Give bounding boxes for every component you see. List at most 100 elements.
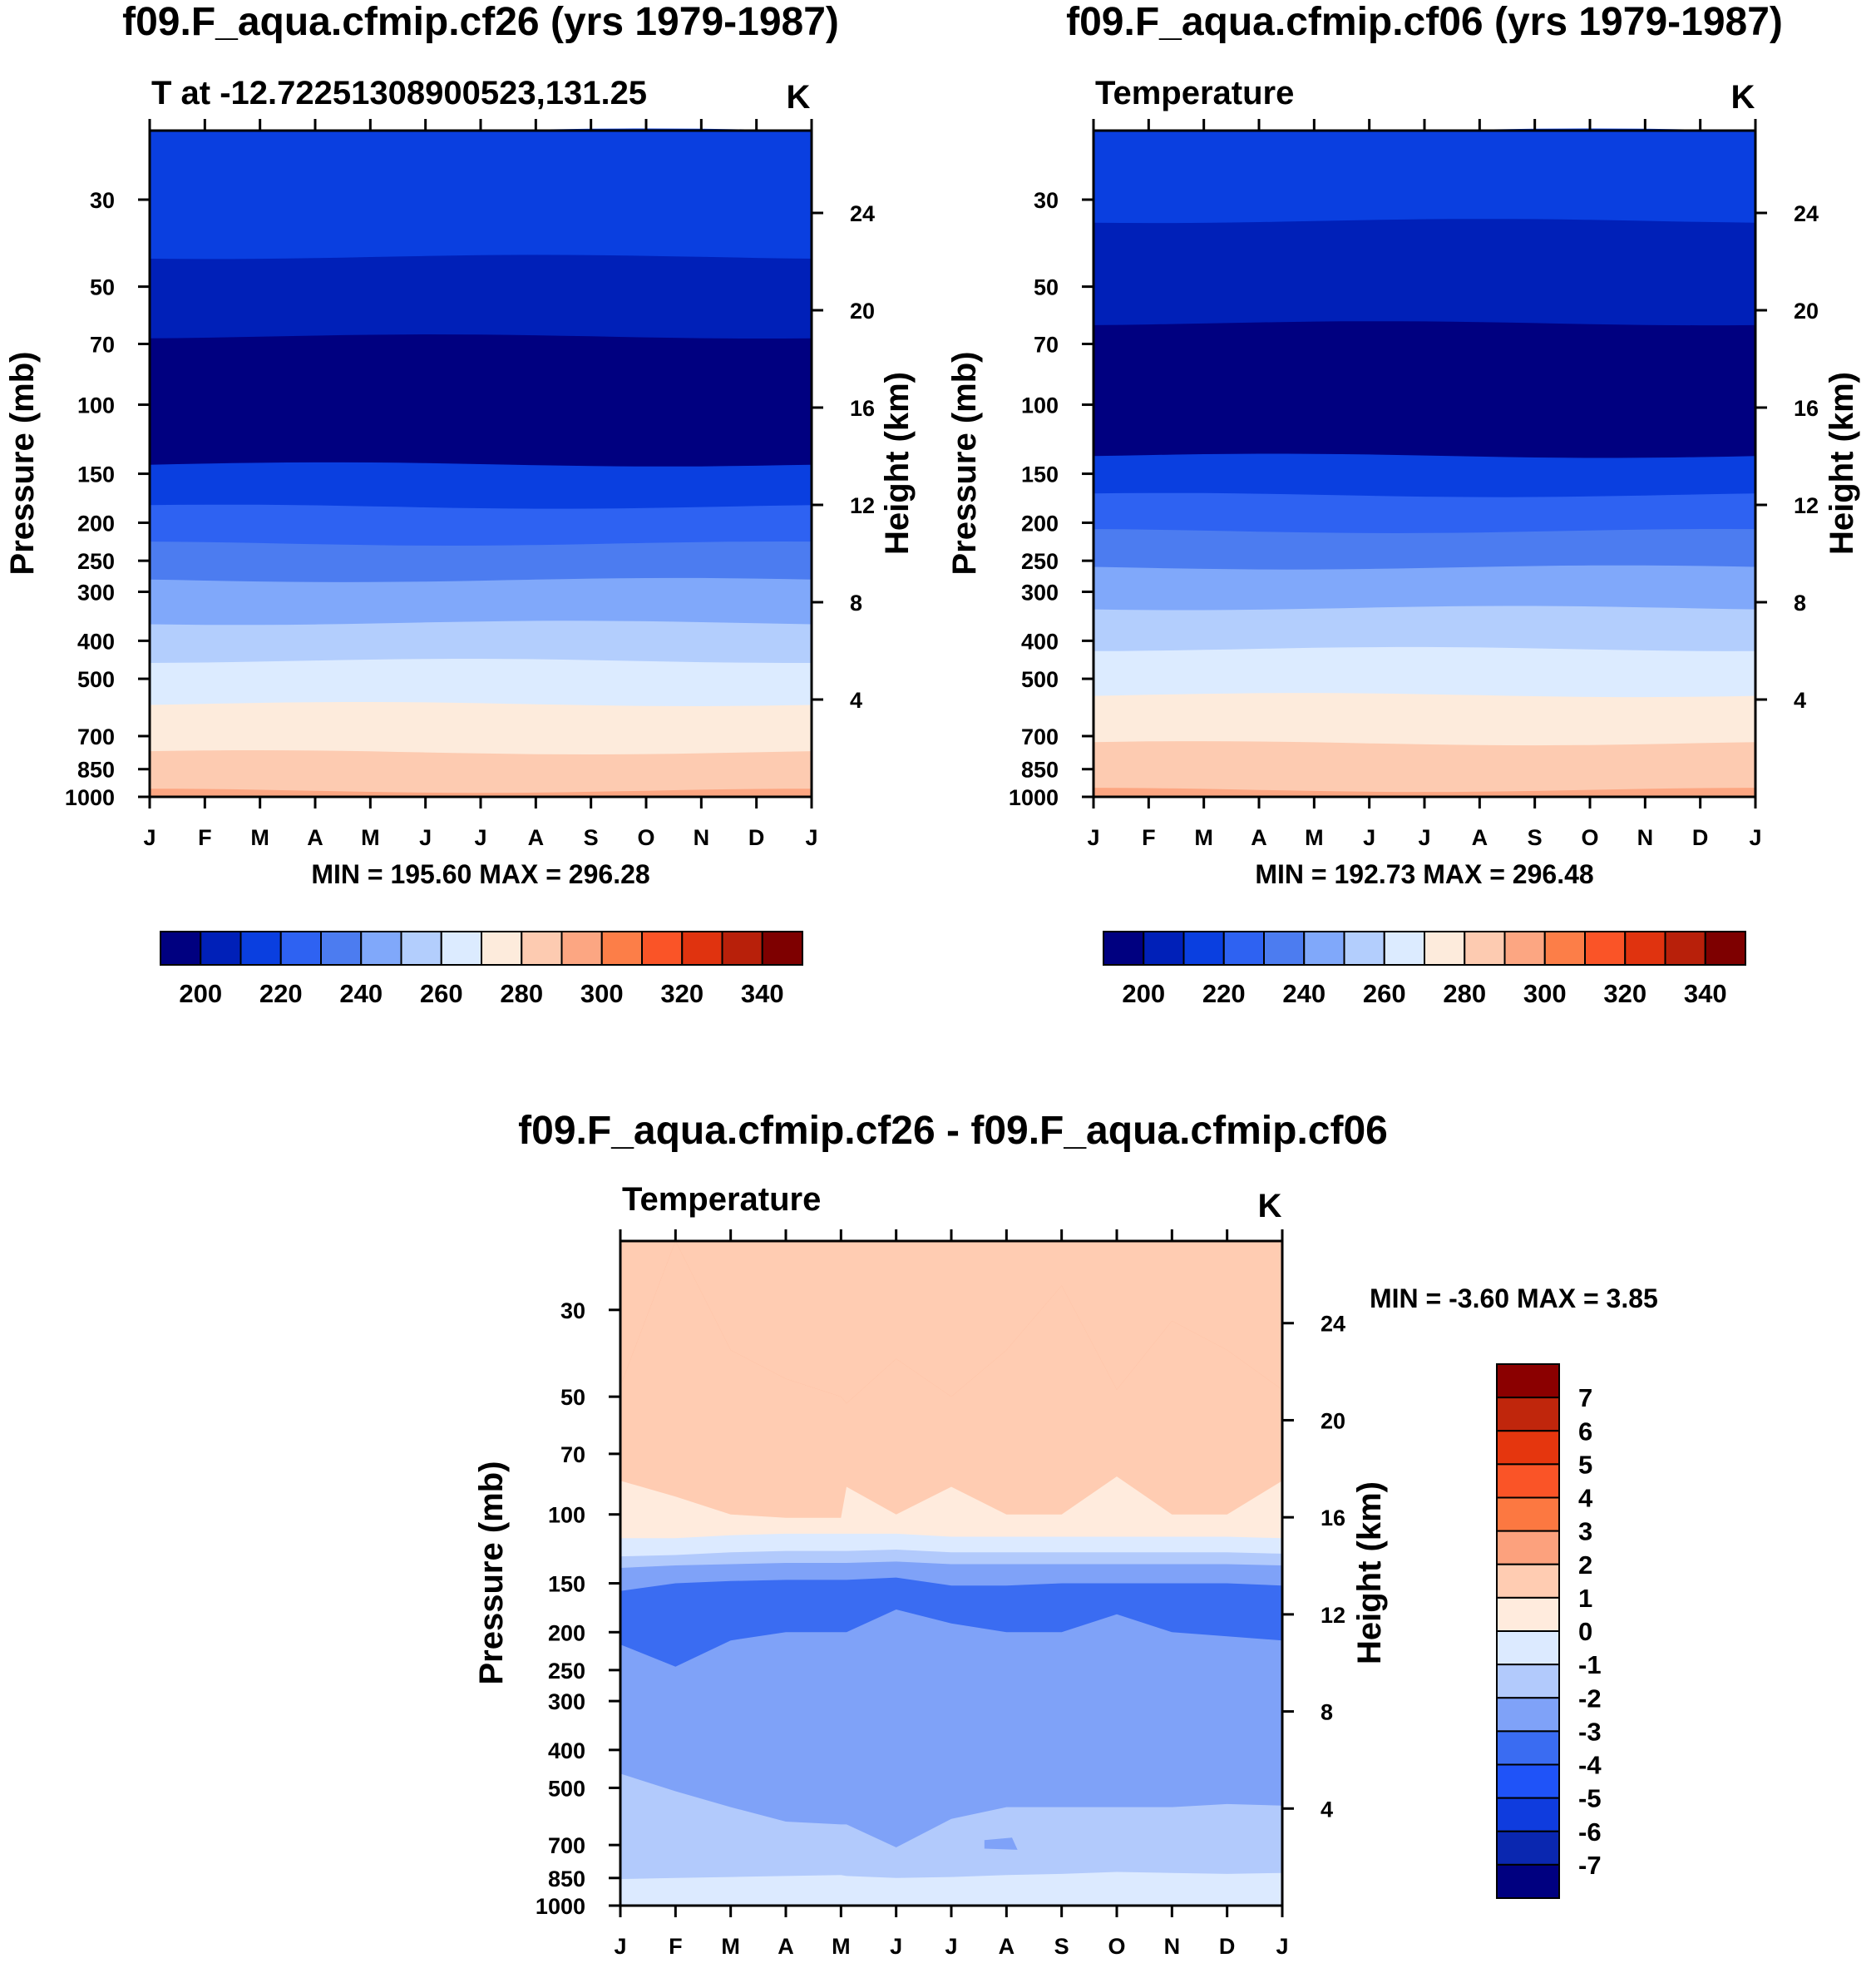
colorbar-box xyxy=(521,931,563,966)
colorbar-label: 320 xyxy=(660,979,704,1008)
colorbar-box xyxy=(1664,931,1706,966)
colorbar-label: 340 xyxy=(1684,979,1727,1008)
height-tick-label: 20 xyxy=(1321,1408,1345,1433)
y-tick-label: 150 xyxy=(1021,462,1059,487)
colorbar-box xyxy=(1343,931,1385,966)
contour-band xyxy=(620,1241,1282,1404)
y-tick-label: 100 xyxy=(77,393,115,418)
y-tick-label: 30 xyxy=(1034,188,1059,213)
y-tick-label: 200 xyxy=(548,1620,585,1645)
x-tick-label: M xyxy=(1305,825,1324,850)
height-tick-label: 16 xyxy=(850,396,875,421)
x-tick-label: J xyxy=(1087,825,1099,850)
x-tick-label: O xyxy=(1581,825,1598,850)
x-tick-label: J xyxy=(474,825,486,850)
colorbar-label: 7 xyxy=(1578,1383,1592,1412)
x-tick-label: J xyxy=(890,1934,902,1959)
height-tick-label: 20 xyxy=(850,299,875,324)
x-tick-label: M xyxy=(361,825,380,850)
colorbar-label: 200 xyxy=(1122,979,1165,1008)
x-tick-label: J xyxy=(1276,1934,1288,1959)
x-tick-label: M xyxy=(250,825,269,850)
colorbar-label: 6 xyxy=(1578,1417,1592,1446)
y-tick-label: 50 xyxy=(560,1385,585,1410)
colorbar-box xyxy=(1496,1496,1560,1532)
y-tick-label: 850 xyxy=(77,758,115,783)
units-label: K xyxy=(787,79,811,116)
x-tick-label: J xyxy=(143,825,156,850)
colorbar-box xyxy=(1624,931,1666,966)
contour-band xyxy=(150,789,812,797)
y-tick-label: 250 xyxy=(77,549,115,574)
colorbar-box xyxy=(1496,1563,1560,1599)
y-tick-label: 700 xyxy=(548,1833,585,1858)
x-tick-label: A xyxy=(1472,825,1488,850)
colorbar-box xyxy=(481,931,523,966)
panel-1 xyxy=(138,119,823,966)
colorbar-label: 1 xyxy=(1578,1584,1592,1613)
colorbar-box xyxy=(200,931,242,966)
colorbar-box xyxy=(1496,1363,1560,1399)
y-tick-label: 400 xyxy=(77,629,115,654)
height-tick-label: 8 xyxy=(1794,591,1806,616)
y-tick-label: 150 xyxy=(77,462,115,487)
x-tick-label: D xyxy=(1692,825,1709,850)
colorbar-box xyxy=(1263,931,1306,966)
colorbar-box xyxy=(1143,931,1185,966)
height-tick-label: 12 xyxy=(1794,493,1819,518)
panel-2 xyxy=(1082,119,1767,966)
min-max-label: MIN = -3.60 MAX = 3.85 xyxy=(1370,1283,1658,1313)
y-tick-label: 70 xyxy=(560,1442,585,1467)
colorbar-box xyxy=(1496,1763,1560,1799)
x-tick-label: N xyxy=(694,825,710,850)
colorbar-box xyxy=(1496,1397,1560,1432)
y-tick-label: 700 xyxy=(1021,724,1059,749)
height-tick-label: 12 xyxy=(850,493,875,518)
colorbar-box xyxy=(1496,1430,1560,1466)
colorbar-box xyxy=(721,931,763,966)
colorbar-box xyxy=(279,931,322,966)
x-tick-label: J xyxy=(1363,825,1375,850)
colorbar-box xyxy=(239,931,282,966)
y-axis-label: Pressure (mb) xyxy=(4,352,41,576)
colorbar-label: 3 xyxy=(1578,1517,1592,1546)
chart-subtitle: T at -12.72251308900523,131.25 xyxy=(151,75,647,111)
colorbar-box xyxy=(641,931,684,966)
colorbar-label: 280 xyxy=(1443,979,1486,1008)
height-tick-label: 16 xyxy=(1794,396,1819,421)
y-tick-label: 250 xyxy=(548,1659,585,1684)
colorbar-box xyxy=(1496,1830,1560,1866)
contour-patch xyxy=(984,1837,1018,1850)
y-tick-label: 100 xyxy=(1021,393,1059,418)
y2-axis-label: Height (km) xyxy=(1824,372,1860,555)
colorbar-box xyxy=(1503,931,1546,966)
colorbar-box xyxy=(1496,1697,1560,1733)
colorbar-label: 300 xyxy=(1523,979,1567,1008)
height-tick-label: 4 xyxy=(1794,688,1806,713)
y-axis-label: Pressure (mb) xyxy=(946,352,983,576)
colorbar-box xyxy=(681,931,723,966)
colorbar-box xyxy=(400,931,442,966)
y-axis-label: Pressure (mb) xyxy=(473,1461,510,1685)
x-tick-label: M xyxy=(721,1934,740,1959)
contour-band xyxy=(1094,741,1755,797)
colorbar-label: 280 xyxy=(500,979,543,1008)
colorbar-box xyxy=(761,931,803,966)
height-tick-label: 8 xyxy=(850,591,862,616)
x-tick-label: N xyxy=(1164,1934,1181,1959)
y2-axis-label: Height (km) xyxy=(1351,1481,1388,1664)
x-tick-label: O xyxy=(637,825,654,850)
x-tick-label: M xyxy=(832,1934,851,1959)
colorbar-label: 340 xyxy=(741,979,784,1008)
colorbar-box xyxy=(1496,1664,1560,1699)
panel-3 xyxy=(609,1229,1560,1917)
x-tick-label: F xyxy=(198,825,212,850)
height-tick-label: 24 xyxy=(1321,1312,1345,1337)
colorbar-label: 220 xyxy=(259,979,303,1008)
colorbar-label: -7 xyxy=(1578,1851,1602,1880)
y-tick-label: 500 xyxy=(1021,667,1059,692)
colorbar-label: 0 xyxy=(1578,1617,1592,1646)
y-tick-label: 500 xyxy=(548,1776,585,1801)
y-tick-label: 150 xyxy=(548,1572,585,1597)
